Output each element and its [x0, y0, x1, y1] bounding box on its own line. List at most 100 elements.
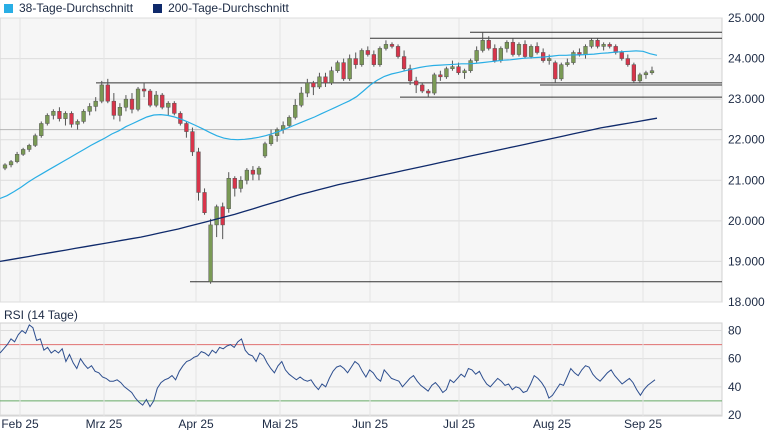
candle-body: [492, 48, 497, 61]
candle-body: [420, 84, 425, 92]
candle-body: [486, 40, 491, 49]
candle-body: [432, 74, 437, 94]
candle-body: [468, 60, 473, 71]
candle-body: [105, 84, 110, 102]
price-y-tick-label: 18.000: [728, 295, 765, 309]
candle-body: [414, 80, 419, 86]
candle-body: [39, 123, 44, 136]
candle-body: [317, 76, 322, 88]
candle-body: [287, 117, 292, 126]
ma200-line: [0, 117, 658, 263]
candle-body: [528, 46, 534, 57]
x-tick-label: Mai 25: [262, 417, 298, 430]
x-tick-label: Apr 25: [178, 417, 214, 430]
candle-body: [99, 84, 104, 102]
candle-body: [63, 113, 68, 119]
candle-body: [69, 113, 74, 125]
candle-body: [202, 192, 207, 213]
candle-body: [75, 121, 80, 125]
chart-legend: 38-Tage-Durchschnitt 200-Tage-Durchschni…: [4, 0, 309, 16]
candle-body: [583, 46, 588, 55]
candle-body: [93, 100, 98, 107]
legend-swatch-ma38: [4, 3, 13, 13]
candle-body: [33, 135, 38, 146]
legend-item-ma200: 200-Tage-Durchschnitt: [153, 1, 289, 15]
candle-body: [57, 111, 62, 119]
price-plot-background: [0, 17, 723, 303]
candle-body: [335, 62, 340, 71]
x-tick-label: Sep 25: [624, 417, 662, 430]
candle-body: [589, 40, 594, 47]
candle-body: [196, 151, 201, 193]
x-tick-label: Jun 25: [352, 417, 388, 430]
candle-body: [111, 100, 116, 116]
rsi-y-tick-label: 80: [728, 324, 742, 338]
candle-body: [250, 169, 256, 175]
candle-body: [123, 98, 129, 108]
candle-body: [631, 64, 636, 82]
candle-body: [371, 54, 376, 65]
candle-body: [534, 46, 540, 53]
candle-body: [129, 98, 135, 110]
candle-body: [480, 40, 485, 51]
candle-body: [81, 111, 86, 122]
candle-body: [238, 180, 243, 189]
candle-body: [426, 90, 431, 94]
legend-label-ma38: 38-Tage-Durchschnitt: [19, 1, 134, 15]
candle-body: [45, 115, 50, 124]
candle-body: [305, 82, 310, 94]
candle-body: [643, 72, 649, 76]
candle-body: [293, 104, 298, 118]
candle-body: [135, 88, 141, 110]
candle-body: [438, 74, 443, 78]
candle-body: [619, 52, 624, 59]
candle-body: [577, 52, 582, 55]
candle-body: [444, 68, 449, 78]
candle-body: [256, 167, 262, 175]
rsi-y-tick-label: 40: [728, 380, 742, 394]
candle-body: [8, 161, 14, 166]
candle-body: [268, 135, 274, 145]
price-y-tick-label: 22.000: [728, 133, 765, 147]
candle-body: [547, 58, 552, 61]
x-tick-label: Aug 25: [533, 417, 571, 430]
candle-body: [341, 62, 346, 80]
candle-body: [359, 50, 364, 65]
candle-body: [214, 206, 219, 226]
rsi-line: [0, 324, 656, 408]
candle-body: [154, 94, 159, 106]
candle-body: [383, 44, 389, 49]
candle-body: [166, 102, 171, 108]
candle-body: [117, 107, 123, 116]
candle-body: [498, 48, 503, 61]
candle-body: [401, 56, 407, 69]
legend-swatch-ma200: [153, 3, 163, 13]
candle-body: [565, 62, 570, 65]
candle-body: [571, 52, 576, 63]
candle-body: [595, 40, 600, 47]
candle-body: [141, 88, 147, 92]
price-y-tick-label: 23.000: [728, 92, 765, 106]
candle-body: [462, 70, 467, 74]
candle-body: [262, 143, 268, 157]
candle-body: [51, 111, 56, 116]
candle-body: [510, 42, 516, 55]
candle-body: [365, 50, 370, 55]
legend-item-ma38: 38-Tage-Durchschnitt: [4, 1, 133, 15]
candle-body: [323, 76, 328, 84]
legend-label-ma200: 200-Tage-Durchschnitt: [168, 1, 289, 15]
candle-body: [14, 154, 20, 162]
candle-body: [190, 131, 195, 153]
candle-body: [504, 42, 510, 49]
candle-body: [208, 224, 213, 282]
rsi-title: RSI (14 Tage): [4, 308, 78, 322]
rsi-y-tick-label: 20: [728, 408, 742, 422]
candle-body: [329, 70, 334, 84]
price-y-tick-label: 21.000: [728, 173, 765, 187]
candle-body: [184, 123, 189, 132]
candle-body: [299, 92, 304, 106]
x-tick-label: Mrz 25: [86, 417, 123, 430]
candle-body: [220, 206, 225, 226]
x-tick-label: Feb 25: [1, 417, 39, 430]
